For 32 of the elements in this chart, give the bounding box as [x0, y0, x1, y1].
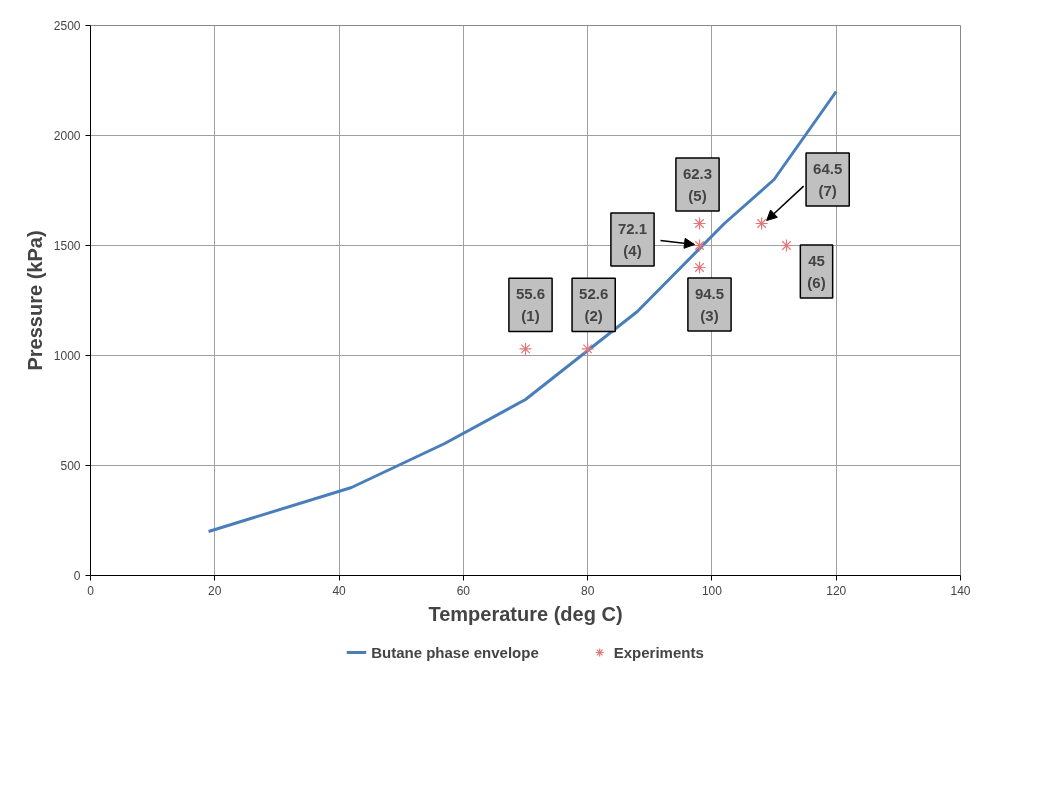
point — [581, 342, 595, 356]
point — [692, 238, 707, 253]
annotation: 72.1 (4) — [617, 219, 648, 260]
point — [692, 216, 707, 231]
x-tick-label: 100 — [701, 583, 723, 598]
x-tick-label: 40 — [332, 583, 347, 598]
point — [779, 238, 794, 253]
y-tick-label: 2500 — [53, 19, 81, 33]
y-tick-label: 2000 — [53, 129, 81, 143]
annotation: 45 (6) — [807, 251, 826, 292]
annotation: 52.6 (2) — [579, 285, 609, 325]
point — [755, 216, 769, 231]
x-tick-label: 20 — [208, 583, 222, 598]
point — [518, 342, 533, 356]
x-tick-label: 80 — [580, 583, 595, 598]
x-axis-title: Temperature (deg C) — [428, 602, 623, 625]
y-axis-title: Pressure (kPa) — [23, 230, 46, 371]
annotation: 55.6 (1) — [515, 285, 546, 325]
annotation: 64.5 (7) — [813, 159, 843, 200]
point — [692, 260, 707, 275]
y-tick-label: 0 — [73, 569, 81, 583]
x-tick-label: 0 — [87, 583, 95, 598]
annotation: 94.5 (3) — [694, 284, 725, 325]
x-tick-label: 120 — [826, 583, 847, 598]
legend-label: Butane phase envelope — [371, 643, 539, 661]
legend-label: Experiments — [613, 643, 704, 661]
y-tick-label: 1500 — [53, 239, 81, 253]
x-tick-label: 140 — [950, 583, 971, 598]
y-tick-label: 1000 — [53, 349, 81, 363]
y-tick-label: 500 — [60, 459, 81, 473]
x-tick-label: 60 — [456, 583, 471, 598]
annotation: 62.3 (5) — [682, 164, 713, 205]
